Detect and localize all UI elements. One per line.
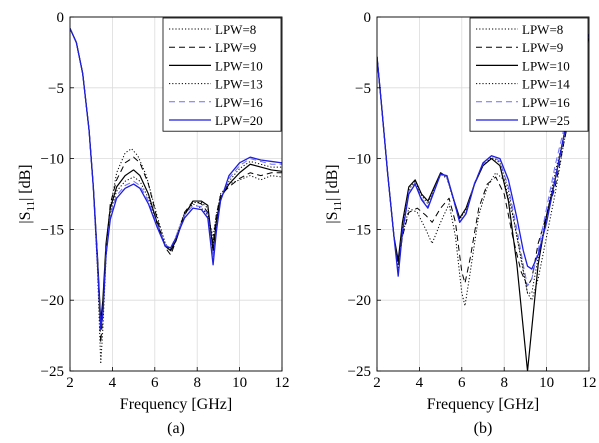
panel-label: (b) xyxy=(474,420,493,437)
legend-entry-label: LPW=8 xyxy=(522,22,563,37)
legend-entry-label: LPW=9 xyxy=(522,40,563,55)
legend-entry-label: LPW=25 xyxy=(522,113,570,128)
y-tick-label: 0 xyxy=(57,10,65,26)
legend-entry-label: LPW=20 xyxy=(215,113,263,128)
x-tick-label: 6 xyxy=(458,375,466,391)
y-tick-label: −5 xyxy=(355,81,371,97)
y-tick-label: −15 xyxy=(41,222,64,238)
series-group xyxy=(377,33,589,371)
x-tick-label: 12 xyxy=(275,375,290,391)
legend-entry-label: LPW=8 xyxy=(215,22,256,37)
x-tick-label: 8 xyxy=(193,375,201,391)
x-tick-label: 10 xyxy=(232,375,247,391)
x-tick-label: 2 xyxy=(373,375,381,391)
y-tick-label: −5 xyxy=(48,81,64,97)
legend-entry-label: LPW=10 xyxy=(215,58,263,73)
x-tick-label: 4 xyxy=(109,375,117,391)
series-line-lpw-20 xyxy=(70,28,282,330)
series-group xyxy=(70,28,282,365)
series-line-lpw-9 xyxy=(377,38,589,287)
y-tick-label: −20 xyxy=(348,293,371,309)
legend: LPW=8 LPW=9 LPW=10 LPW=14 LPW=16 LPW=25 xyxy=(469,17,589,132)
x-axis-label: Frequency [GHz] xyxy=(120,396,232,413)
legend-entry-label: LPW=10 xyxy=(522,58,570,73)
legend-entry-label: LPW=16 xyxy=(522,95,570,110)
y-tick-label: −15 xyxy=(348,222,371,238)
x-tick-label: 2 xyxy=(66,375,74,391)
plot-frame xyxy=(376,16,590,372)
x-tick-label: 10 xyxy=(539,375,554,391)
x-tick-label: 12 xyxy=(582,375,597,391)
y-tick-label: −25 xyxy=(41,364,64,380)
series-line-lpw-25 xyxy=(377,33,589,277)
y-label-tail: | [dB] xyxy=(324,164,341,201)
legend-box xyxy=(469,17,589,132)
plot-frame xyxy=(69,16,283,372)
legend-entry-label: LPW=16 xyxy=(215,95,263,110)
y-label-main: |S xyxy=(17,212,34,224)
panel-b: 2 4 6 8 10 12 0 −5 −10 −15 −20 −25 Frequency [GHz] (b… xyxy=(324,10,597,437)
panel-a: 2 4 6 8 10 12 0 −5 −10 −15 −20 −25 Frequency [GHz] (a… xyxy=(17,10,290,437)
y-axis-label: |S11| [dB] xyxy=(324,164,344,223)
y-tick-label: −20 xyxy=(41,293,64,309)
series-line-lpw-8 xyxy=(377,38,589,307)
x-axis-label: Frequency [GHz] xyxy=(427,396,539,413)
y-label-subscript: 11 xyxy=(332,201,344,212)
panel-label: (a) xyxy=(167,420,185,437)
legend-box xyxy=(162,17,282,132)
y-tick-label: −10 xyxy=(41,152,64,168)
x-tick-label: 8 xyxy=(500,375,508,391)
y-tick-label: −10 xyxy=(348,152,371,168)
legend: LPW=8 LPW=9 LPW=10 LPW=13 LPW=16 LPW=20 xyxy=(162,17,282,132)
y-axis-label: |S11| [dB] xyxy=(17,164,37,223)
y-label-main: |S xyxy=(324,212,341,224)
y-label-tail: | [dB] xyxy=(17,164,34,201)
legend-entry-label: LPW=13 xyxy=(215,77,263,92)
y-label-subscript: 11 xyxy=(25,201,37,212)
y-tick-label: −25 xyxy=(348,364,371,380)
x-tick-label: 4 xyxy=(416,375,424,391)
x-tick-label: 6 xyxy=(151,375,159,391)
legend-entry-label: LPW=14 xyxy=(522,77,570,92)
y-tick-label: 0 xyxy=(364,10,372,26)
series-line-lpw-8 xyxy=(70,28,282,365)
legend-entry-label: LPW=9 xyxy=(215,40,256,55)
